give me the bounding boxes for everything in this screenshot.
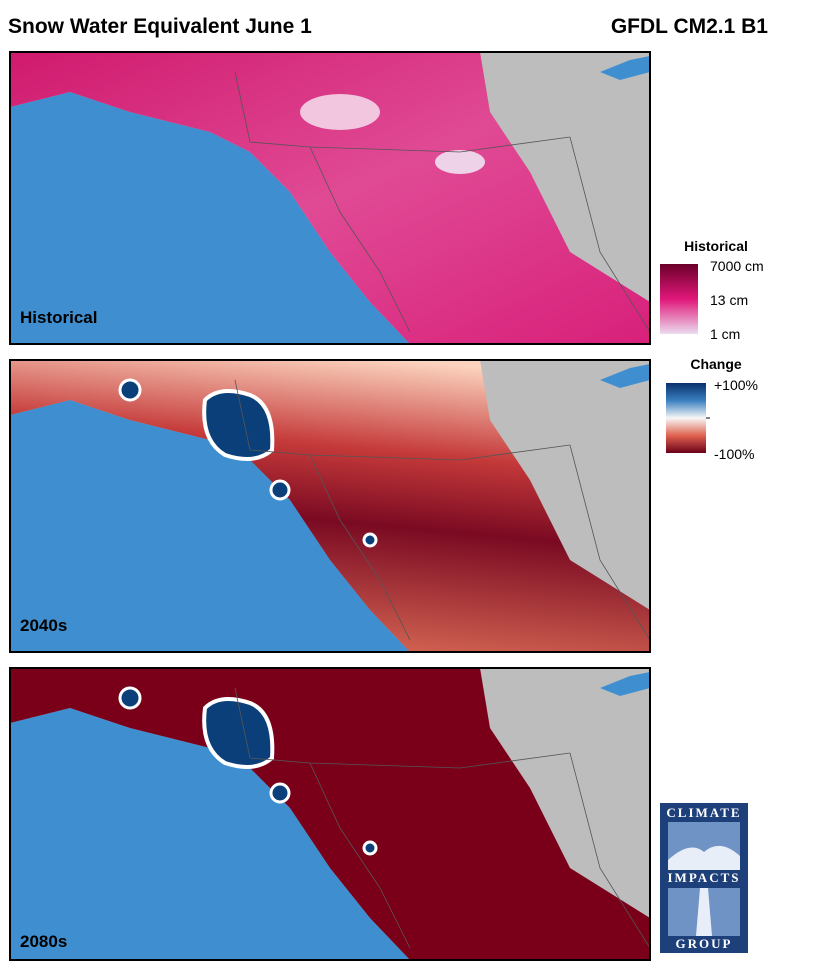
legend-label: 7000 cm bbox=[710, 258, 764, 274]
panel-label: 2080s bbox=[20, 932, 67, 951]
legend-title: Change bbox=[690, 356, 742, 372]
legend-label: -100% bbox=[714, 446, 754, 462]
logo-text: CLIMATE bbox=[666, 805, 741, 820]
change-patch bbox=[362, 840, 378, 856]
legend-bar bbox=[660, 264, 698, 334]
swe-patch bbox=[435, 150, 485, 174]
logo-art bbox=[668, 845, 740, 870]
map-panel bbox=[10, 668, 650, 960]
legend-title: Historical bbox=[684, 238, 748, 254]
logo: CLIMATE IMPACTS GROUP bbox=[660, 803, 748, 953]
panel-label: Historical bbox=[20, 308, 97, 327]
change-patch bbox=[362, 532, 378, 548]
panel-label: 2040s bbox=[20, 616, 67, 635]
change-patch bbox=[118, 686, 142, 710]
change-patch bbox=[269, 782, 291, 804]
map-panel bbox=[10, 360, 650, 652]
model: GFDL CM2.1 B1 bbox=[611, 15, 768, 38]
change-patch bbox=[202, 389, 275, 461]
panel-frame bbox=[9, 667, 651, 961]
logo-art bbox=[696, 888, 712, 936]
legend-label: +100% bbox=[714, 377, 758, 393]
map-panel bbox=[10, 52, 650, 344]
panel-frame bbox=[9, 51, 651, 345]
logo-text: IMPACTS bbox=[668, 870, 741, 885]
panel-frame bbox=[9, 359, 651, 653]
legend-label: 13 cm bbox=[710, 292, 748, 308]
logo-text: GROUP bbox=[676, 936, 733, 951]
legend-label: 1 cm bbox=[710, 326, 740, 342]
title: Snow Water Equivalent June 1 bbox=[8, 15, 312, 38]
change-patch bbox=[269, 479, 291, 501]
legend-bar bbox=[666, 383, 706, 453]
swe-patch bbox=[300, 94, 380, 130]
change-patch bbox=[202, 697, 275, 769]
change-patch bbox=[118, 378, 142, 402]
